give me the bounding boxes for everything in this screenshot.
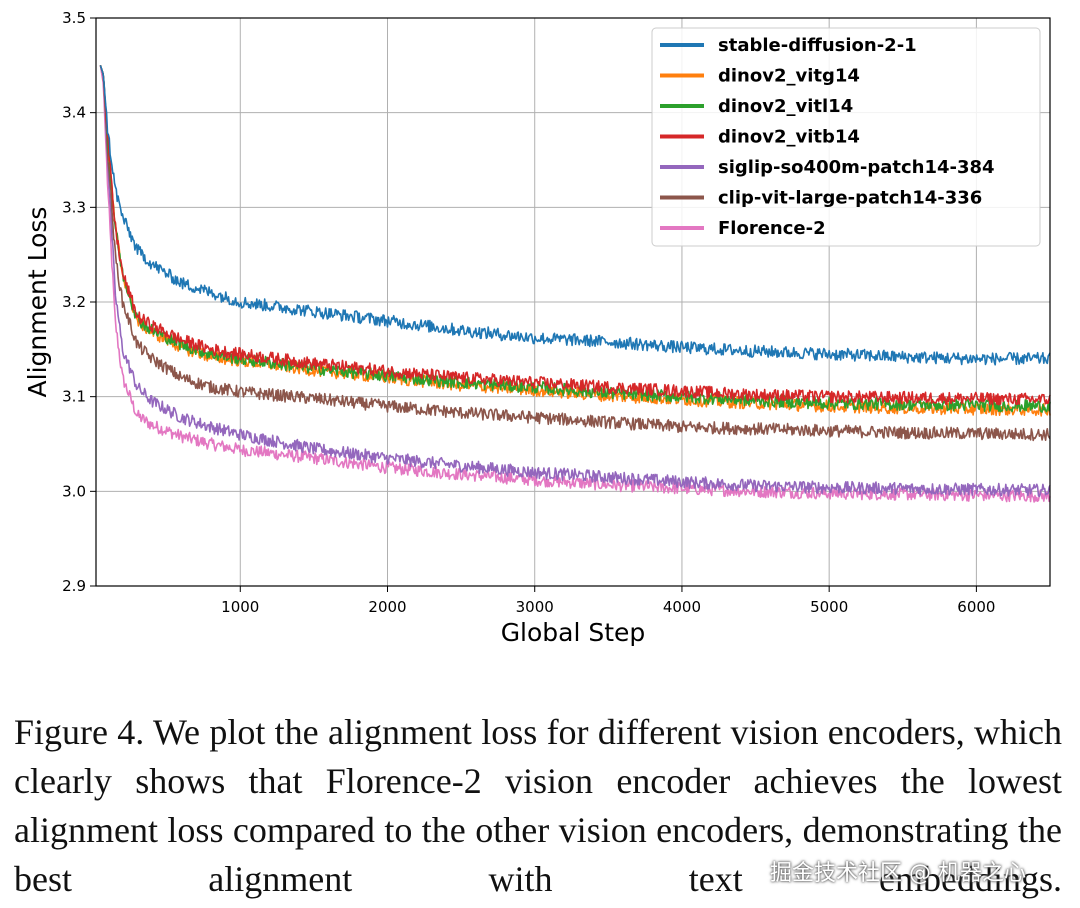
legend-label: dinov2_vitl14 xyxy=(718,96,853,117)
legend-label: stable-diffusion-2-1 xyxy=(718,35,917,56)
series-line-0 xyxy=(99,65,1051,366)
y-tick-label: 2.9 xyxy=(62,577,86,595)
legend-label: dinov2_vitg14 xyxy=(718,66,860,87)
legend: stable-diffusion-2-1 dinov2_vitg14 dinov2_… xyxy=(651,27,1041,247)
series-layer xyxy=(99,65,1051,503)
y-tick-label: 3.3 xyxy=(62,198,86,216)
y-tick-label: 3.4 xyxy=(62,104,86,122)
y-tick-label: 3.0 xyxy=(62,482,86,500)
x-axis-title: Global Step xyxy=(501,618,646,647)
x-tick-label: 5000 xyxy=(810,598,848,616)
y-tick-label: 3.5 xyxy=(62,9,86,27)
legend-label: siglip-so400m-patch14-384 xyxy=(718,157,995,178)
x-tick-label: 4000 xyxy=(663,598,701,616)
x-tick-label: 1000 xyxy=(221,598,259,616)
legend-box xyxy=(651,27,1041,247)
x-tick-label: 6000 xyxy=(957,598,995,616)
legend-label: clip-vit-large-patch14-336 xyxy=(718,188,982,209)
series-line-2 xyxy=(99,65,1051,413)
series-line-5 xyxy=(99,65,1051,442)
legend-label: dinov2_vitb14 xyxy=(718,127,860,148)
x-tick-label: 3000 xyxy=(516,598,554,616)
legend-label: Florence-2 xyxy=(718,218,826,239)
y-axis-title: Alignment Loss xyxy=(23,207,52,398)
series-line-3 xyxy=(99,65,1051,406)
figure-caption: Figure 4. We plot the alignment loss for… xyxy=(14,712,1062,899)
x-tick-label: 2000 xyxy=(368,598,406,616)
watermark: 掘金技术社区 @ 机器之心 xyxy=(770,861,1026,886)
ticks: 1000 2000 3000 4000 5000 6000 2.9 3.0 3.1 3.2 3.3 3… xyxy=(62,9,995,616)
y-tick-label: 3.1 xyxy=(62,388,86,406)
y-tick-label: 3.2 xyxy=(62,293,86,311)
line-chart: 1000 2000 3000 4000 5000 6000 2.9 3.0 3.1 3.2 3.3 3… xyxy=(23,9,1051,647)
series-line-4 xyxy=(99,65,1051,498)
